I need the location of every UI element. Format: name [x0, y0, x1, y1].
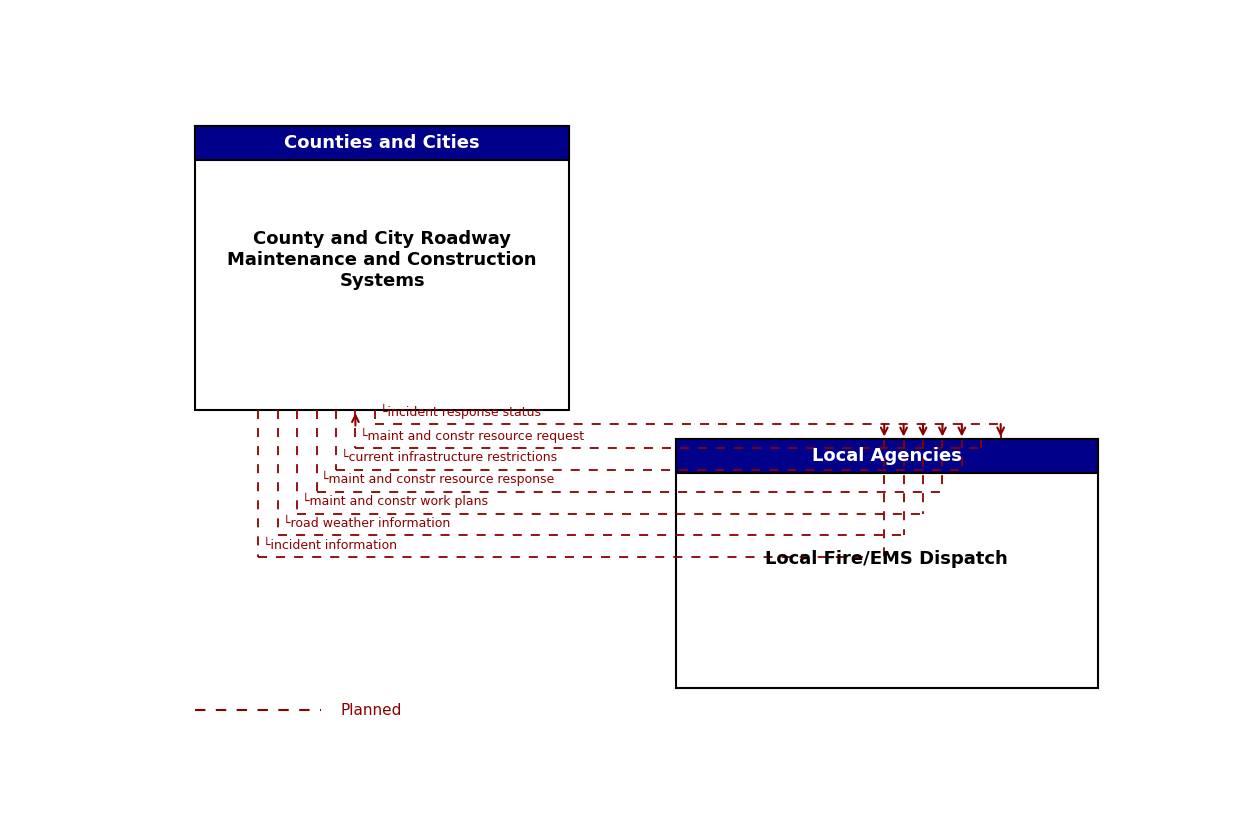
Text: └road weather information: └road weather information [283, 517, 449, 530]
Text: Planned: Planned [341, 703, 402, 718]
Text: Counties and Cities: Counties and Cities [284, 134, 480, 153]
Text: County and City Roadway
Maintenance and Construction
Systems: County and City Roadway Maintenance and … [228, 230, 537, 290]
Text: └maint and constr resource response: └maint and constr resource response [322, 471, 555, 486]
Bar [195, 127, 568, 160]
Bar [676, 439, 1098, 473]
Bar [195, 127, 568, 411]
Bar [195, 127, 568, 160]
Text: └maint and constr work plans: └maint and constr work plans [302, 494, 488, 509]
Bar [676, 439, 1098, 473]
Text: └incident information: └incident information [263, 539, 397, 552]
Text: └maint and constr resource request: └maint and constr resource request [361, 427, 585, 442]
Text: Local Fire/EMS Dispatch: Local Fire/EMS Dispatch [765, 550, 1008, 568]
Text: └current infrastructure restrictions: └current infrastructure restrictions [341, 452, 557, 464]
Text: └incident response status: └incident response status [379, 404, 541, 419]
Bar [676, 439, 1098, 688]
Text: Local Agencies: Local Agencies [811, 447, 962, 465]
